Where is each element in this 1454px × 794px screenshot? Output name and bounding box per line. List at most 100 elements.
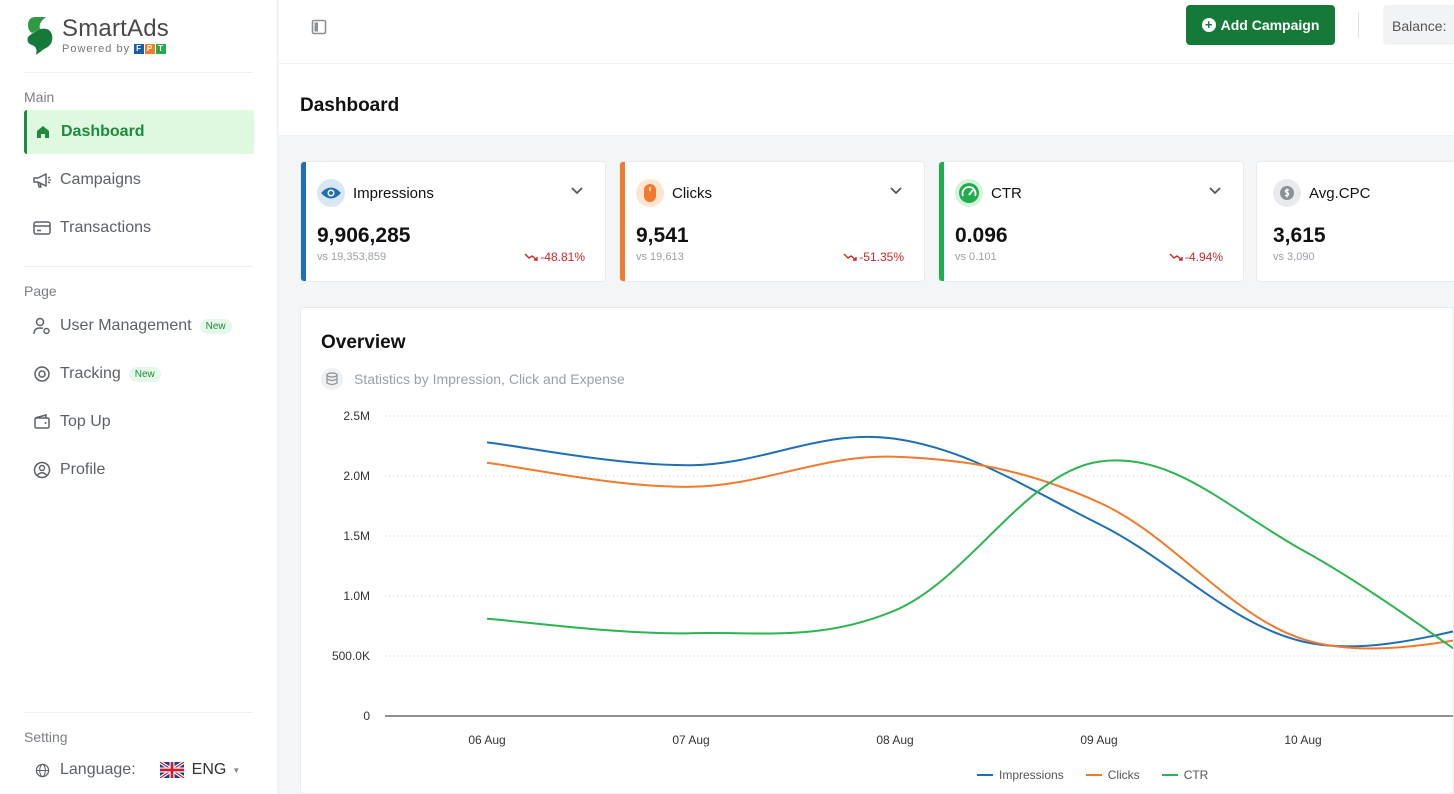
sidebar-item-label: Profile	[60, 461, 106, 478]
x-tick-label: 06 Aug	[468, 733, 505, 747]
series-line-impressions[interactable]	[486, 435, 1454, 648]
chevron-down-icon[interactable]	[571, 186, 583, 196]
stat-card-impressions[interactable]: Impressions 9,906,285 vs 19,353,859 -48.…	[300, 161, 606, 282]
coin-icon	[1273, 179, 1301, 207]
top-bar: + Add Campaign Balance:	[279, 0, 1454, 64]
new-badge: New	[199, 318, 232, 334]
sidebar-item-tracking[interactable]: Tracking New	[24, 352, 254, 396]
target-icon	[32, 364, 52, 384]
powered-by-label: Powered by	[62, 43, 131, 55]
legend-item-impressions[interactable]: Impressions	[977, 768, 1064, 782]
section-page: Page	[24, 283, 57, 299]
sidebar-item-dashboard[interactable]: Dashboard	[24, 110, 254, 154]
page-title: Dashboard	[300, 95, 400, 116]
section-main: Main	[24, 89, 55, 105]
trend-down-icon	[843, 253, 857, 261]
gauge-icon	[955, 179, 983, 207]
mouse-icon	[636, 179, 664, 207]
y-tick-label: 2.0M	[343, 469, 370, 483]
stat-card-clicks[interactable]: Clicks 9,541 vs 19,613 -51.35%	[619, 161, 925, 282]
chevron-down-icon[interactable]	[890, 186, 902, 196]
overview-title: Overview	[321, 332, 406, 353]
y-tick-label: 2.5M	[343, 409, 370, 423]
chart-legend: Impressions Clicks CTR	[977, 768, 1230, 782]
brand-name: SmartAds	[62, 15, 169, 42]
sidebar-item-label: Tracking	[60, 365, 121, 382]
page-header: Dashboard	[279, 64, 1454, 136]
card-compare: vs 19,353,859	[317, 251, 387, 263]
card-label: Clicks	[672, 185, 712, 202]
database-icon	[321, 368, 343, 390]
sidebar-item-label: Dashboard	[61, 123, 145, 140]
card-compare: vs 3,090	[1273, 251, 1315, 263]
trend-down-icon	[1169, 253, 1183, 261]
collapse-sidebar-icon[interactable]	[311, 19, 327, 35]
sidebar-item-profile[interactable]: Profile	[24, 448, 254, 492]
card-value: 9,906,285	[317, 224, 411, 247]
sidebar-item-user-management[interactable]: User Management New	[24, 304, 254, 348]
y-tick-label: 1.5M	[343, 529, 370, 543]
divider	[24, 72, 253, 73]
wallet-icon	[32, 412, 52, 432]
eye-icon	[317, 179, 345, 207]
x-tick-label: 09 Aug	[1080, 733, 1117, 747]
card-icon	[32, 218, 52, 238]
stat-card-avg-cpc[interactable]: Avg.CPC 3,615 vs 3,090	[1256, 161, 1454, 282]
card-value: 0.096	[955, 224, 1008, 247]
card-compare: vs 0.101	[955, 251, 997, 263]
card-change: -4.94%	[1169, 250, 1223, 264]
plus-circle-icon: +	[1201, 18, 1216, 32]
card-value: 9,541	[636, 224, 689, 247]
x-tick-label: 07 Aug	[672, 733, 709, 747]
divider	[1358, 12, 1359, 38]
y-tick-label: 500.0K	[332, 649, 370, 663]
megaphone-icon	[32, 170, 52, 190]
chevron-down-icon[interactable]	[1209, 186, 1221, 196]
x-tick-label: 10 Aug	[1284, 733, 1321, 747]
x-tick-label: 08 Aug	[876, 733, 913, 747]
card-value: 3,615	[1273, 224, 1326, 247]
sidebar-item-label: Campaigns	[60, 171, 141, 188]
sidebar-item-top-up[interactable]: Top Up	[24, 400, 254, 444]
new-badge: New	[128, 366, 161, 382]
globe-icon	[34, 760, 50, 780]
divider	[24, 266, 253, 267]
legend-item-ctr[interactable]: CTR	[1161, 768, 1208, 782]
divider	[24, 712, 253, 713]
language-code: ENG	[191, 761, 227, 778]
balance-box[interactable]: Balance:	[1383, 5, 1454, 45]
card-change: -51.35%	[843, 250, 904, 264]
sidebar-item-label: Transactions	[60, 219, 151, 236]
sidebar-item-transactions[interactable]: Transactions	[24, 206, 254, 250]
add-campaign-button[interactable]: + Add Campaign	[1186, 5, 1335, 45]
legend-item-clicks[interactable]: Clicks	[1085, 768, 1140, 782]
overview-panel: Overview Statistics by Impression, Click…	[300, 307, 1454, 794]
sidebar-item-campaigns[interactable]: Campaigns	[24, 158, 254, 202]
card-change: -48.81%	[524, 250, 585, 264]
card-accent	[620, 162, 625, 281]
sidebar-item-label: Top Up	[60, 413, 111, 430]
user-gear-icon	[32, 316, 52, 336]
sidebar-item-label: User Management	[60, 317, 192, 334]
language-selector[interactable]: Language: ENG ▼	[34, 760, 240, 780]
trend-down-icon	[524, 253, 538, 261]
y-tick-label: 0	[363, 709, 370, 723]
home-icon	[33, 122, 53, 142]
stat-card-ctr[interactable]: CTR 0.096 vs 0.101 -4.94%	[938, 161, 1244, 282]
card-label: CTR	[991, 185, 1022, 202]
overview-subtitle: Statistics by Impression, Click and Expe…	[321, 368, 625, 390]
card-accent	[301, 162, 306, 281]
card-accent	[939, 162, 944, 281]
user-circle-icon	[32, 460, 52, 480]
language-label: Language:	[60, 761, 136, 778]
card-label: Avg.CPC	[1309, 185, 1371, 202]
series-line-ctr[interactable]	[486, 459, 1454, 686]
caret-down-icon: ▼	[232, 765, 241, 775]
uk-flag-icon	[159, 762, 184, 778]
add-campaign-label: Add Campaign	[1220, 17, 1320, 33]
series-line-clicks[interactable]	[486, 455, 1454, 650]
card-label: Impressions	[353, 185, 434, 202]
